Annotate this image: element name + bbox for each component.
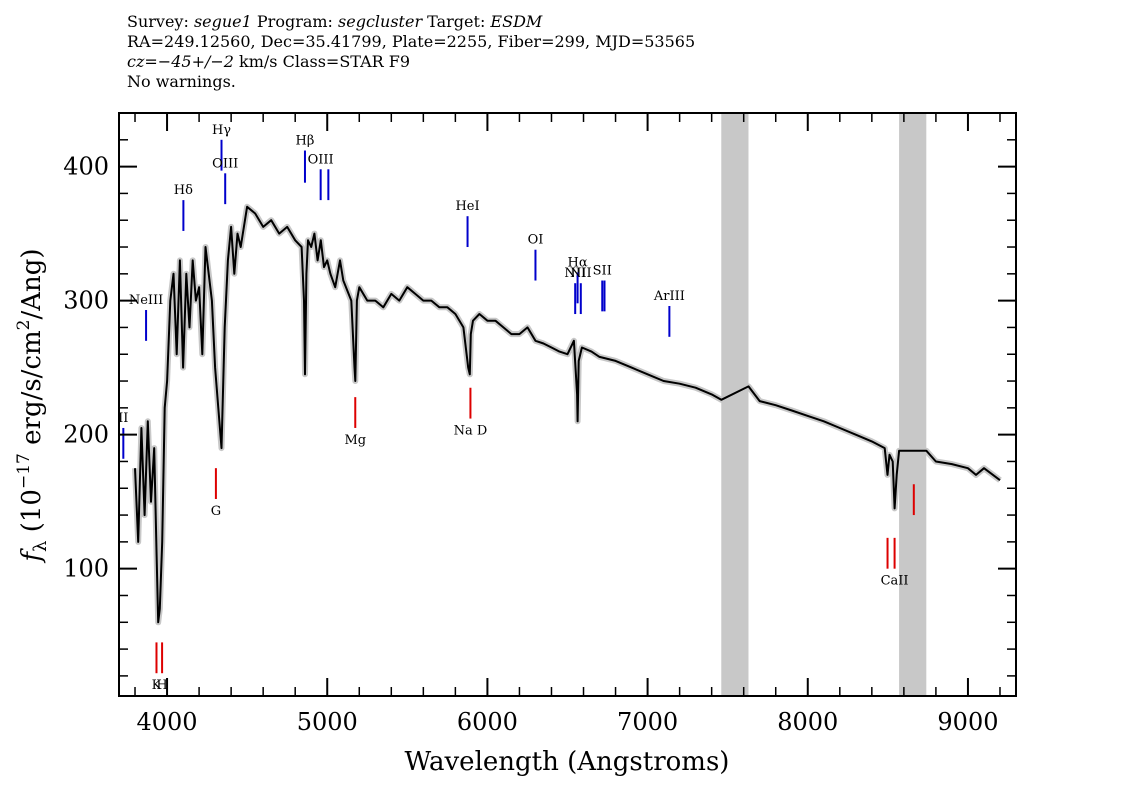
- marker-label-19: G: [211, 504, 221, 519]
- marker-label-21: Na D: [454, 424, 488, 439]
- marker-label-1: NeIII: [129, 293, 163, 308]
- marker-label-8: HeI: [455, 199, 479, 214]
- marker-label-3: Hγ: [212, 123, 231, 138]
- y-tick-label-2: 200: [63, 421, 109, 449]
- marker-label-23: CaII: [881, 574, 909, 589]
- marker-label-10: NII: [564, 266, 586, 281]
- x-tick-label-4: 7000: [617, 708, 678, 736]
- x-tick-label-6: 9000: [937, 708, 998, 736]
- y-tick-label-4: 400: [63, 153, 109, 181]
- marker-label-17: K: [152, 678, 162, 693]
- marker-label-20: Mg: [344, 433, 366, 448]
- axes: 4000 5000 6000 7000 8000 9000 100 200 300 400: [63, 112, 1017, 736]
- x-tick-label-2: 5000: [297, 708, 358, 736]
- marker-label-15: ArIII: [653, 289, 685, 304]
- header-line-coordinates: RA=249.12560, Dec=35.41799, Plate=2255, …: [127, 32, 696, 51]
- y-tick-label-1: 100: [63, 555, 109, 583]
- marker-label-16: II: [118, 411, 128, 426]
- x-tick-label-3: 6000: [457, 708, 518, 736]
- marker-label-2: Hδ: [174, 183, 193, 198]
- spectrum-series: [132, 203, 1002, 626]
- marker-label-11: Hα: [568, 255, 588, 270]
- masked-regions: [721, 113, 927, 696]
- spectrum-line: [134, 205, 1001, 624]
- marker-label-13: SII: [593, 264, 612, 279]
- marker-label-4: OIII: [212, 156, 238, 171]
- header-line-redshift: cz=−45+/−2 km/s Class=STAR F9: [127, 52, 411, 71]
- masked-region-2: [899, 113, 927, 696]
- spectrum-header: Survey: segue1 Program: segcluster Targe…: [127, 12, 695, 92]
- marker-label-6: OIII: [308, 152, 334, 167]
- marker-label-5: Hβ: [296, 134, 315, 149]
- masked-region-1: [721, 113, 749, 696]
- plot-frame: [118, 112, 1017, 697]
- x-tick-label-1: 4000: [137, 708, 198, 736]
- y-tick-label-3: 300: [63, 287, 109, 315]
- marker-label-12: NII: [570, 266, 592, 281]
- x-axis-label: Wavelength (Angstroms): [405, 747, 730, 777]
- x-tick-label-5: 8000: [777, 708, 838, 736]
- header-line-survey: Survey: segue1 Program: segcluster Targe…: [127, 12, 543, 31]
- header-line-warnings: No warnings.: [127, 72, 236, 91]
- marker-label-18: H: [156, 678, 167, 693]
- y-axis-label: fλ (10−17 erg/s/cm2/Ang): [14, 248, 51, 563]
- marker-label-9: OI: [528, 233, 544, 248]
